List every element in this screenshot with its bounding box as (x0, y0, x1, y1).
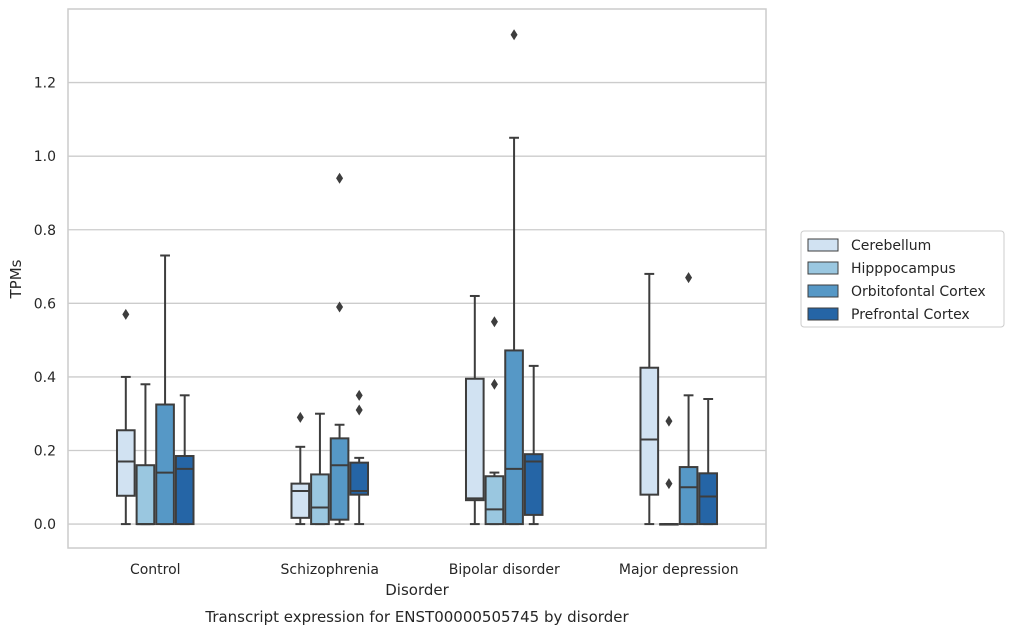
legend-label: Cerebellum (851, 238, 931, 254)
box-cerebellum-0 (115, 308, 136, 526)
y-tick-label: 1.2 (34, 76, 56, 92)
outlier-point (510, 29, 518, 41)
box-cerebellum-1 (290, 411, 311, 526)
x-axis-label: Disorder (385, 581, 449, 599)
outlier-point (490, 316, 498, 328)
y-tick-labels: 0.0 0.2 0.4 0.6 0.8 1.0 1.2 (34, 76, 56, 534)
box-hipppocampus-2 (484, 316, 505, 526)
legend-frame (800, 230, 1005, 328)
box-orbitofontal-cortex-1 (329, 172, 350, 526)
box-prefrontal-cortex-1 (349, 389, 370, 526)
box-body (310, 473, 330, 526)
outlier-point (336, 301, 344, 313)
box-hipppocampus-3 (659, 415, 679, 526)
box-prefrontal-cortex-0 (174, 394, 195, 526)
x-tick-labels: Control Schizophrenia Bipolar disorder Majo… (130, 562, 739, 578)
outlier-point (665, 415, 673, 427)
plot-frame (67, 8, 767, 549)
outlier-point (355, 389, 363, 401)
box-body (639, 366, 660, 496)
outlier-point (355, 404, 363, 416)
x-tick-label: Control (130, 562, 181, 578)
box-body (464, 377, 485, 502)
legend-swatch (807, 284, 839, 298)
outlier-point (685, 272, 693, 284)
box-hipppocampus-1 (310, 412, 330, 526)
box-cerebellum-3 (639, 272, 660, 526)
box-body (523, 453, 544, 516)
legend-items: Cerebellum Hipppocampus Orbitofontal Corte… (807, 238, 986, 323)
outlier-point (122, 308, 130, 320)
box-body (484, 475, 505, 526)
box-body (504, 349, 524, 526)
legend-label: Hipppocampus (851, 261, 956, 277)
x-tick-label: Major depression (619, 562, 739, 578)
y-tick-label: 1.0 (34, 149, 56, 165)
y-tick-label: 0.4 (34, 370, 56, 386)
outlier-point (336, 172, 344, 184)
box-layer (115, 29, 719, 526)
y-axis-label: TPMs (7, 259, 25, 299)
legend-swatch (807, 261, 839, 275)
box-body (155, 403, 175, 526)
legend-label: Prefrontal Cortex (851, 307, 970, 323)
box-body (174, 455, 195, 526)
box-body (290, 482, 311, 519)
box-prefrontal-cortex-3 (698, 397, 719, 526)
box-hipppocampus-0 (135, 383, 156, 526)
box-body (349, 461, 370, 496)
legend-swatch (807, 238, 839, 252)
y-tick-label: 0.0 (34, 517, 56, 533)
y-tick-label: 0.2 (34, 444, 56, 460)
x-tick-label: Bipolar disorder (449, 562, 560, 578)
x-tick-label: Schizophrenia (281, 562, 379, 578)
box-orbitofontal-cortex-2 (504, 29, 524, 526)
box-body (698, 472, 719, 526)
y-tick-label: 0.8 (34, 223, 56, 239)
box-body (678, 466, 699, 526)
outlier-point (296, 411, 304, 423)
legend: Cerebellum Hipppocampus Orbitofontal Corte… (800, 230, 1005, 328)
box-cerebellum-2 (464, 294, 485, 526)
outlier-point (665, 478, 673, 490)
box-body (135, 464, 156, 526)
box-orbitofontal-cortex-3 (678, 272, 699, 526)
legend-swatch (807, 307, 839, 321)
box-body (115, 429, 136, 497)
box-prefrontal-cortex-2 (523, 364, 544, 526)
y-tick-label: 0.6 (34, 296, 56, 312)
box-orbitofontal-cortex-0 (155, 254, 175, 526)
legend-label: Orbitofontal Cortex (851, 284, 986, 300)
box-body (329, 437, 350, 521)
chart-caption: Transcript expression for ENST0000050574… (204, 608, 629, 626)
outlier-point (490, 378, 498, 390)
